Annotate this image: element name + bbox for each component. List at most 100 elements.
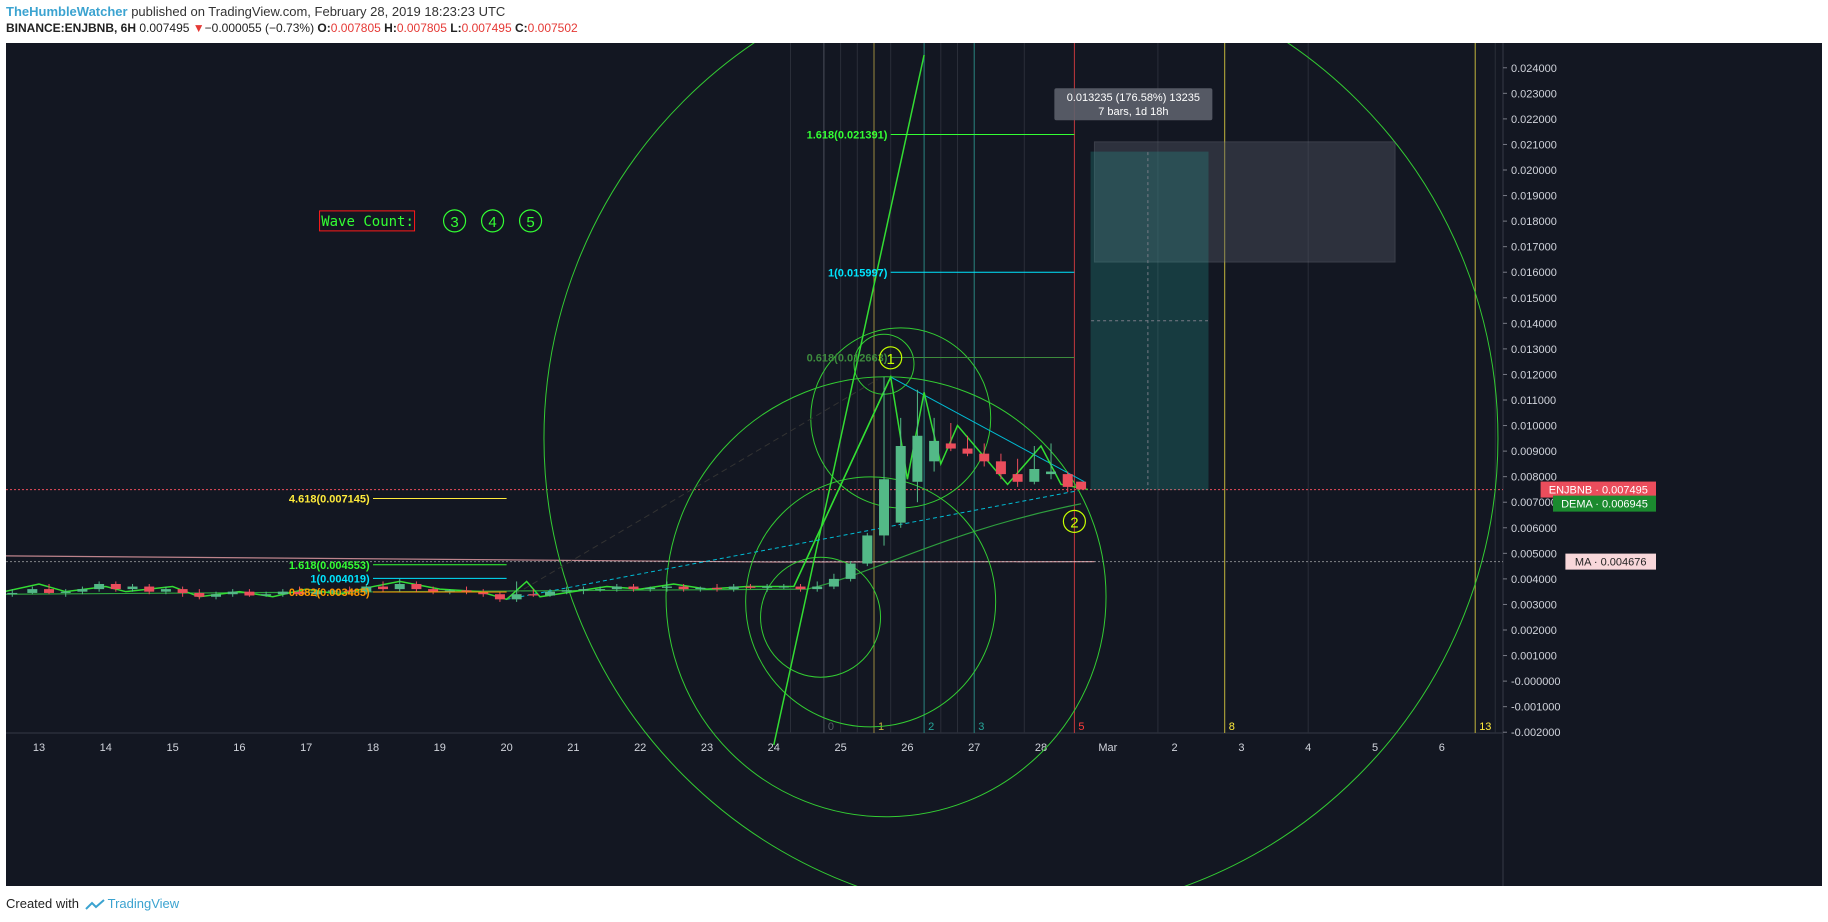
- candle-body: [494, 594, 505, 600]
- candle-body: [110, 584, 121, 590]
- wave-circle-marker: [442, 209, 467, 233]
- candle-body: [528, 594, 539, 596]
- candle-body: [745, 586, 756, 588]
- symbol-label: BINANCE:ENJBNB, 6H: [6, 21, 137, 35]
- fib-time-label: 3: [978, 721, 984, 733]
- y-tick-label: 0.011000: [1511, 395, 1556, 407]
- trendline-dashed: [506, 379, 878, 600]
- candle-body: [211, 594, 222, 597]
- y-tick-label: 0.021000: [1511, 139, 1557, 151]
- fib-ray-steep: [773, 54, 925, 746]
- y-tick-label: 0.016000: [1511, 267, 1557, 279]
- measure-line-1: 0.013235 (176.58%) 13235: [1067, 92, 1200, 104]
- x-tick-label: 16: [233, 742, 245, 754]
- wave-marker: [1062, 509, 1087, 533]
- candle-body: [244, 591, 255, 596]
- fib-time-label: 5: [1078, 721, 1084, 733]
- publisher-name[interactable]: TheHumbleWatcher: [6, 4, 128, 19]
- x-tick-label: 14: [100, 742, 112, 754]
- candle-body: [77, 589, 88, 592]
- fib-time-label: 13: [1479, 721, 1491, 733]
- candle-body: [545, 591, 556, 596]
- open-label: O:: [317, 21, 331, 35]
- candle-body: [44, 589, 55, 593]
- y-tick-label: 0.008000: [1511, 472, 1557, 484]
- fib-time-label: 2: [928, 721, 934, 733]
- candle-body: [144, 586, 155, 592]
- fib-level-label: 0.382(0.003485): [289, 587, 370, 599]
- open-value: 0.007805: [330, 21, 381, 35]
- wave-circle-marker: [518, 209, 543, 233]
- y-tick-label: 0.020000: [1511, 165, 1557, 177]
- candle-body: [1012, 474, 1023, 482]
- candle-body: [444, 590, 455, 592]
- fib-circle-inner: [745, 476, 997, 728]
- ohlc-line: BINANCE:ENJBNB, 6H 0.007495 ▼−0.000055 (…: [6, 21, 578, 35]
- x-tick-label: 20: [500, 742, 512, 754]
- y-tick-label: 0.024000: [1511, 63, 1557, 75]
- tradingview-brand[interactable]: TradingView: [107, 896, 180, 911]
- y-tick-label: -0.002000: [1511, 727, 1561, 739]
- close-value: 0.007502: [527, 21, 578, 35]
- y-tick-label: 0.013000: [1511, 344, 1557, 356]
- price-tag: [1540, 481, 1656, 498]
- candle-body: [611, 586, 622, 590]
- x-tick-label: 22: [634, 742, 646, 754]
- x-tick-label: 24: [768, 742, 780, 754]
- candle-body: [561, 590, 572, 592]
- x-tick-label: Mar: [1098, 742, 1117, 754]
- low-value: 0.007495: [461, 21, 512, 35]
- price-change: −0.000055 (−0.73%): [204, 21, 315, 35]
- x-tick-label: 3: [1238, 742, 1244, 754]
- price-tag-label: ENJBNB · 0.007495: [1549, 485, 1648, 497]
- candle-body: [361, 586, 372, 592]
- candle-body: [578, 589, 589, 591]
- x-tick-label: 25: [834, 742, 846, 754]
- y-tick-label: 0.022000: [1511, 114, 1557, 126]
- measure-tooltip: [1054, 88, 1213, 121]
- down-arrow-icon: ▼: [192, 21, 205, 35]
- candle-body: [862, 535, 873, 564]
- candle-body: [828, 578, 839, 587]
- wave-circle-label: 3: [450, 214, 458, 231]
- candle-body: [645, 587, 656, 590]
- x-tick-label: 18: [367, 742, 379, 754]
- fib-level-label: 1.618(0.021391): [807, 129, 888, 141]
- candle-body: [227, 591, 238, 595]
- candle-body: [1062, 474, 1073, 487]
- candle-body: [762, 586, 773, 588]
- y-tick-label: 0.002000: [1511, 625, 1557, 637]
- candle-body: [428, 589, 439, 592]
- fib-time-label: 0: [828, 721, 834, 733]
- wave-circle-marker: [480, 209, 505, 233]
- y-tick-label: 0.014000: [1511, 318, 1557, 330]
- y-tick-label: 0.019000: [1511, 191, 1557, 203]
- x-tick-label: 21: [567, 742, 579, 754]
- publisher-line: TheHumbleWatcher published on TradingVie…: [6, 4, 505, 19]
- price-tag-label: DEMA · 0.006945: [1561, 499, 1648, 511]
- candle-body: [678, 586, 689, 590]
- high-label: H:: [384, 21, 397, 35]
- x-tick-label: 5: [1372, 742, 1378, 754]
- candle-body: [995, 461, 1006, 475]
- y-tick-label: 0.015000: [1511, 293, 1557, 305]
- y-tick-label: 0.009000: [1511, 446, 1557, 458]
- candle-body: [979, 453, 990, 462]
- measure-line-2: 7 bars, 1d 18h: [1098, 106, 1168, 118]
- candle-body: [962, 448, 973, 454]
- x-tick-label: 28: [1035, 742, 1047, 754]
- price-tag: [1565, 553, 1656, 570]
- created-with-label: Created with: [6, 896, 79, 911]
- candle-body: [177, 589, 188, 593]
- fib-level-label: 1.618(0.004553): [289, 560, 370, 572]
- candle-body: [378, 586, 389, 590]
- low-label: L:: [450, 21, 462, 35]
- y-tick-label: 0.003000: [1511, 599, 1557, 611]
- fib-circle-mid: [665, 376, 1107, 818]
- candle-body: [511, 594, 522, 600]
- wave-count-label: Wave Count:: [321, 214, 414, 230]
- candle-body: [94, 584, 105, 590]
- candle-body: [277, 591, 288, 595]
